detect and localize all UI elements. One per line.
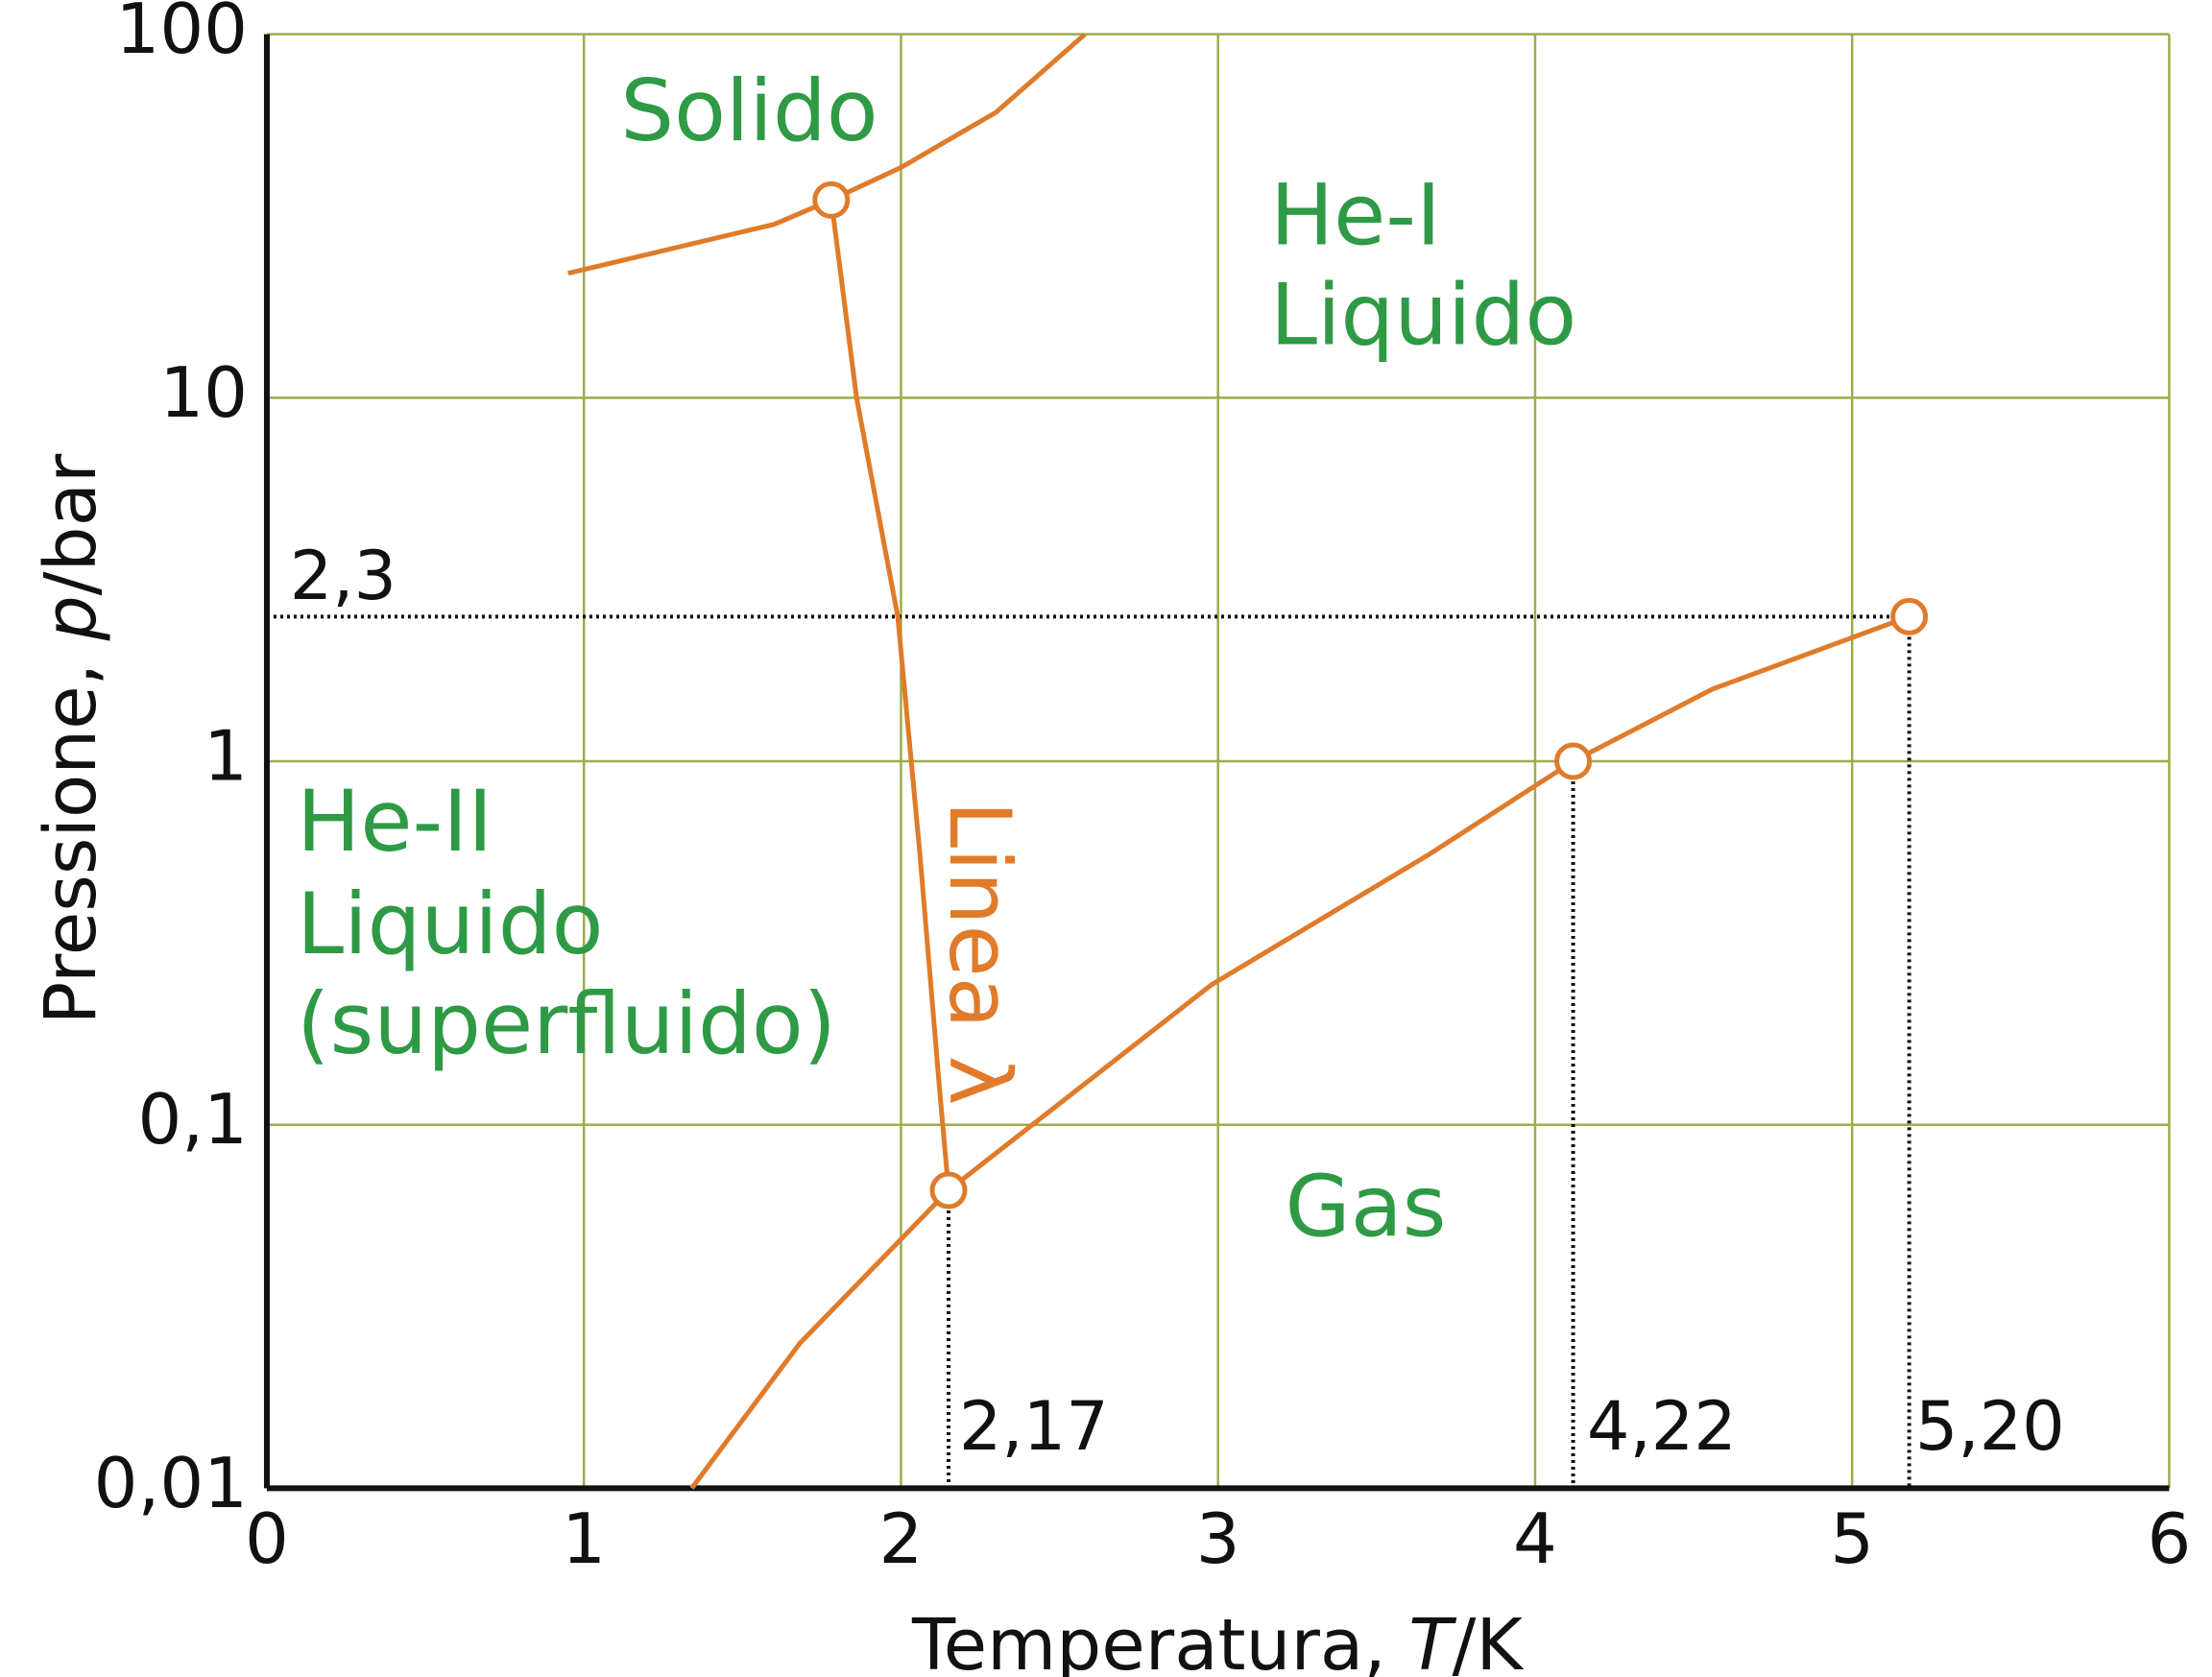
value-annotation: 4,22 bbox=[1587, 1387, 1737, 1466]
y-axis-label: Pressione, p/bar bbox=[30, 453, 112, 1024]
region-label: Liquido bbox=[1270, 265, 1576, 364]
x-label-part: /K bbox=[1452, 1604, 1525, 1677]
phase-boundary bbox=[829, 199, 951, 1191]
x-tick-label: 5 bbox=[1830, 1498, 1874, 1579]
value-annotation: 5,20 bbox=[1915, 1387, 2065, 1466]
region-label: He-I bbox=[1270, 165, 1441, 264]
x-label-part: T bbox=[1408, 1604, 1457, 1677]
y-tick-label: 1 bbox=[204, 716, 248, 797]
x-axis-label: Temperatura, T/K bbox=[911, 1604, 1525, 1677]
region-label: (superfluido) bbox=[297, 974, 836, 1073]
value-annotation: 2,3 bbox=[290, 537, 397, 615]
x-tick-label: 3 bbox=[1196, 1498, 1240, 1579]
y-tick-label: 10 bbox=[159, 352, 248, 433]
marker bbox=[1554, 742, 1593, 780]
x-label-part: Temperatura, bbox=[911, 1604, 1408, 1677]
x-tick-label: 4 bbox=[1513, 1498, 1557, 1579]
region-label: Gas bbox=[1286, 1157, 1447, 1256]
y-tick-label: 100 bbox=[116, 0, 248, 69]
marker bbox=[929, 1171, 968, 1210]
y-tick-label: 0,1 bbox=[137, 1079, 248, 1160]
x-tick-label: 2 bbox=[879, 1498, 924, 1579]
y-tick-label: 0,01 bbox=[94, 1443, 248, 1523]
region-label: Solido bbox=[620, 61, 878, 160]
y-label-part: Pressione, bbox=[30, 640, 112, 1024]
y-label-part: p bbox=[30, 595, 112, 641]
x-tick-label: 1 bbox=[562, 1498, 606, 1579]
region-label: He-II bbox=[297, 772, 493, 871]
value-annotation: 2,17 bbox=[959, 1387, 1109, 1466]
x-tick-label: 6 bbox=[2148, 1498, 2192, 1579]
region-label: Liquido bbox=[297, 874, 603, 973]
region-label: Linea λ bbox=[930, 801, 1029, 1105]
marker bbox=[812, 180, 851, 219]
y-label-part: /bar bbox=[30, 453, 112, 595]
marker bbox=[1890, 597, 1929, 635]
phase-boundary bbox=[689, 613, 1911, 1490]
x-tick-label: 0 bbox=[245, 1498, 289, 1579]
